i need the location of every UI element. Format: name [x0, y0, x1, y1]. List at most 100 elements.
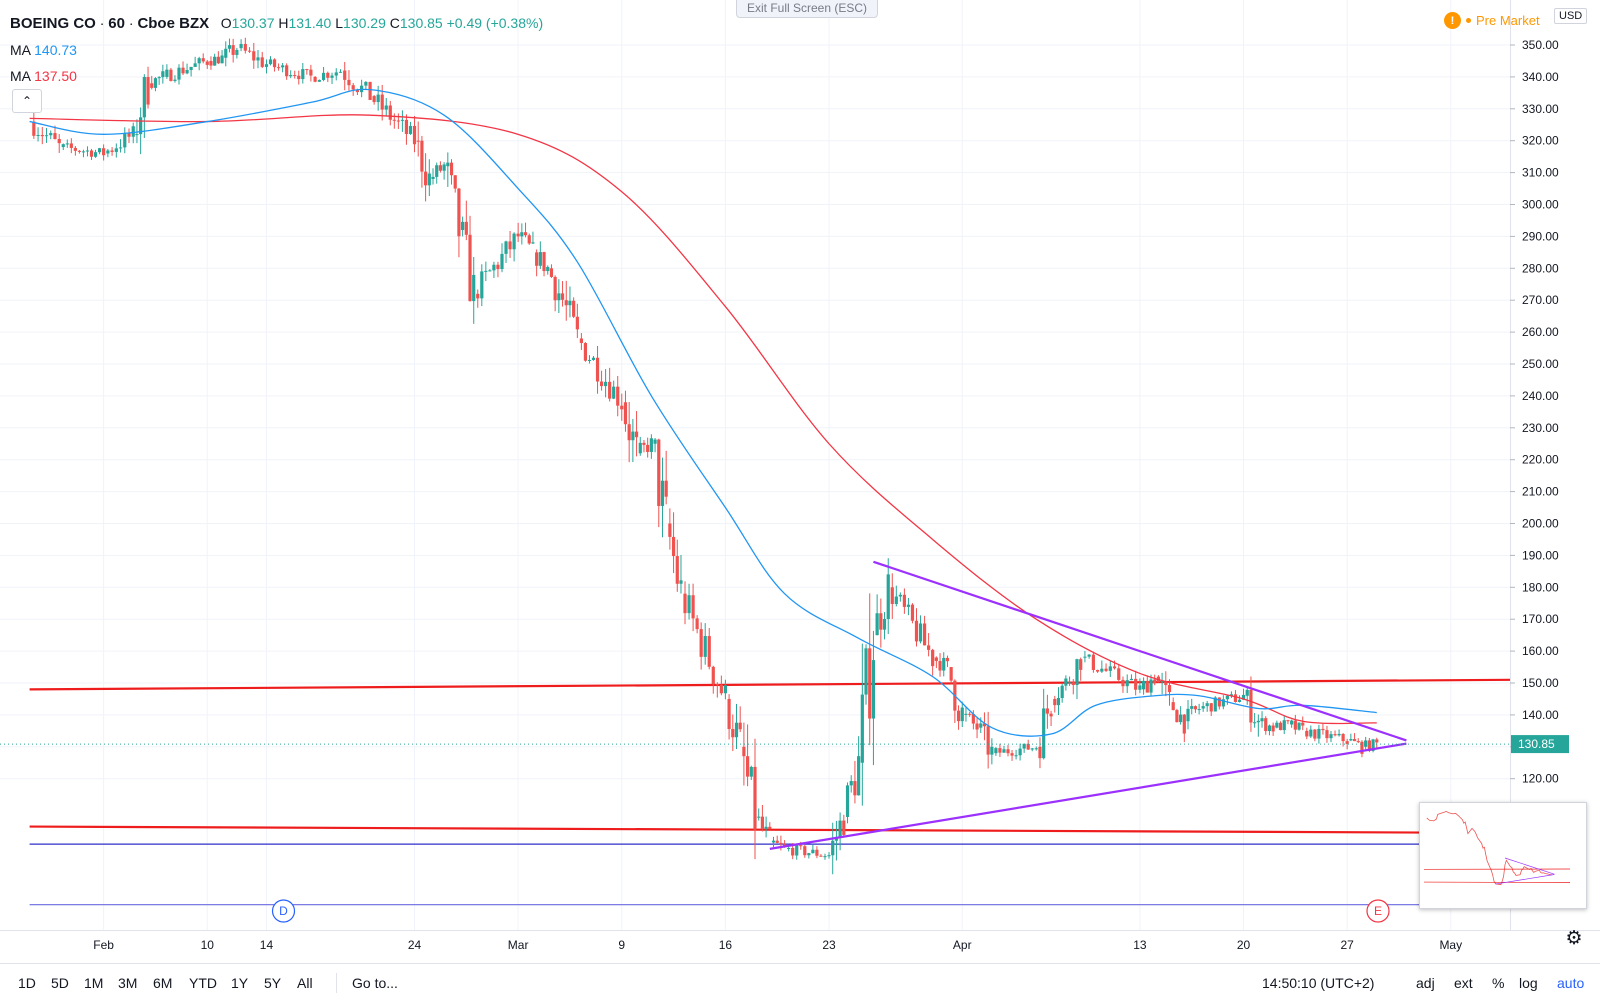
candle-body — [712, 667, 715, 684]
candle-body — [998, 748, 1001, 753]
candle-body — [53, 133, 56, 139]
percent-toggle[interactable]: % — [1492, 975, 1504, 991]
candle-body — [735, 723, 738, 738]
range-6m-button[interactable]: 6M — [153, 975, 172, 991]
candle-body — [907, 605, 910, 607]
candle-body — [624, 402, 627, 424]
log-toggle[interactable]: log — [1519, 975, 1538, 991]
time-tick-label: 13 — [1133, 938, 1147, 952]
candle-body — [496, 265, 499, 269]
candle-body — [831, 841, 834, 856]
candle-body — [1337, 734, 1340, 735]
candle-body — [546, 267, 549, 271]
candle-body — [468, 235, 471, 301]
range-3m-button[interactable]: 3M — [118, 975, 137, 991]
candle-body — [62, 144, 65, 147]
collapse-legend-button[interactable]: ⌃ — [12, 89, 42, 113]
ma2-row[interactable]: MA 137.50 — [10, 63, 543, 89]
dividend-marker-label: D — [279, 904, 288, 918]
time-tick-label: 14 — [260, 938, 274, 952]
candle-body — [443, 164, 446, 170]
candle-body — [1264, 718, 1267, 731]
ma-slow-line[interactable] — [30, 115, 1377, 724]
candle-body — [568, 301, 571, 305]
candle-body — [1175, 710, 1178, 722]
ma-fast-line[interactable] — [30, 89, 1377, 736]
range-5y-button[interactable]: 5Y — [264, 975, 281, 991]
dividend-marker[interactable]: D — [273, 900, 295, 922]
candle-body — [964, 714, 967, 715]
range-ytd-button[interactable]: YTD — [189, 975, 217, 991]
candle-body — [1035, 748, 1038, 749]
range-all-button[interactable]: All — [297, 975, 313, 991]
candle-body — [990, 747, 993, 755]
range-1m-button[interactable]: 1M — [84, 975, 103, 991]
price-axis[interactable]: 120.00130.00140.00150.00160.00170.00180.… — [1510, 38, 1559, 786]
candle-body — [119, 147, 122, 148]
adj-toggle[interactable]: adj — [1416, 975, 1435, 991]
candle-body — [1309, 730, 1312, 737]
range-5d-button[interactable]: 5D — [51, 975, 69, 991]
candle-body — [1046, 708, 1049, 713]
pre-market-badge[interactable]: ! Pre Market — [1444, 12, 1540, 29]
candle-body — [78, 151, 81, 152]
candle-body — [1294, 721, 1297, 730]
timezone-clock[interactable]: 14:50:10 (UTC+2) — [1262, 975, 1374, 991]
time-tick-label: 9 — [618, 938, 625, 952]
ma1-row[interactable]: MA 140.73 — [10, 37, 543, 63]
candle-body — [1149, 680, 1152, 693]
toolbar-divider — [336, 973, 337, 993]
candle-body — [373, 96, 376, 102]
ext-toggle[interactable]: ext — [1454, 975, 1473, 991]
candle-body — [1014, 755, 1017, 756]
candle-body — [492, 265, 495, 271]
candle-body — [1286, 720, 1289, 721]
interval[interactable]: 60 — [108, 15, 125, 32]
price-tick-label: 300.00 — [1522, 198, 1559, 212]
candle-body — [1305, 731, 1308, 737]
candle-body — [846, 785, 849, 817]
candle-body — [1190, 706, 1193, 709]
candle-body — [592, 358, 595, 360]
candle-body — [957, 711, 960, 722]
earnings-marker[interactable]: E — [1367, 900, 1389, 922]
settings-gear-icon[interactable]: ⚙ — [1563, 928, 1585, 950]
time-tick-label: 23 — [822, 938, 836, 952]
price-tick-label: 140.00 — [1522, 708, 1559, 722]
candle-body — [668, 524, 671, 537]
price-tick-label: 290.00 — [1522, 229, 1559, 243]
price-chart[interactable]: 120.00130.00140.00150.00160.00170.00180.… — [0, 0, 1600, 963]
high-value: 131.40 — [289, 15, 332, 31]
candle-body — [650, 438, 653, 452]
candle-body — [1126, 680, 1129, 686]
candle-body — [861, 695, 864, 763]
price-tick-label: 280.00 — [1522, 261, 1559, 275]
resistance-line[interactable] — [30, 680, 1510, 690]
candle-body — [1134, 679, 1137, 690]
candle-body — [377, 95, 380, 102]
candle-body — [942, 658, 945, 671]
candle-body — [484, 271, 487, 272]
symbol-name[interactable]: BOEING CO — [10, 15, 96, 32]
candle-body — [550, 268, 553, 277]
exit-fullscreen-button[interactable]: Exit Full Screen (ESC) — [736, 0, 878, 18]
ma2-label: MA — [10, 68, 30, 84]
candle-body — [123, 133, 126, 147]
range-1y-button[interactable]: 1Y — [231, 975, 248, 991]
candle-body — [687, 595, 690, 613]
candle-body — [565, 300, 568, 305]
chart-thumbnail[interactable] — [1419, 802, 1587, 909]
price-tick-label: 320.00 — [1522, 134, 1559, 148]
candle-body — [807, 853, 810, 855]
time-tick-label: Feb — [93, 938, 114, 952]
currency-label[interactable]: USD — [1554, 8, 1587, 24]
candle-body — [787, 848, 790, 849]
candle-body — [1375, 739, 1378, 742]
goto-date-button[interactable]: Go to... — [352, 975, 398, 991]
candle-body — [1206, 703, 1209, 706]
range-1d-button[interactable]: 1D — [18, 975, 36, 991]
auto-toggle[interactable]: auto — [1557, 975, 1584, 991]
candle-body — [750, 767, 753, 777]
